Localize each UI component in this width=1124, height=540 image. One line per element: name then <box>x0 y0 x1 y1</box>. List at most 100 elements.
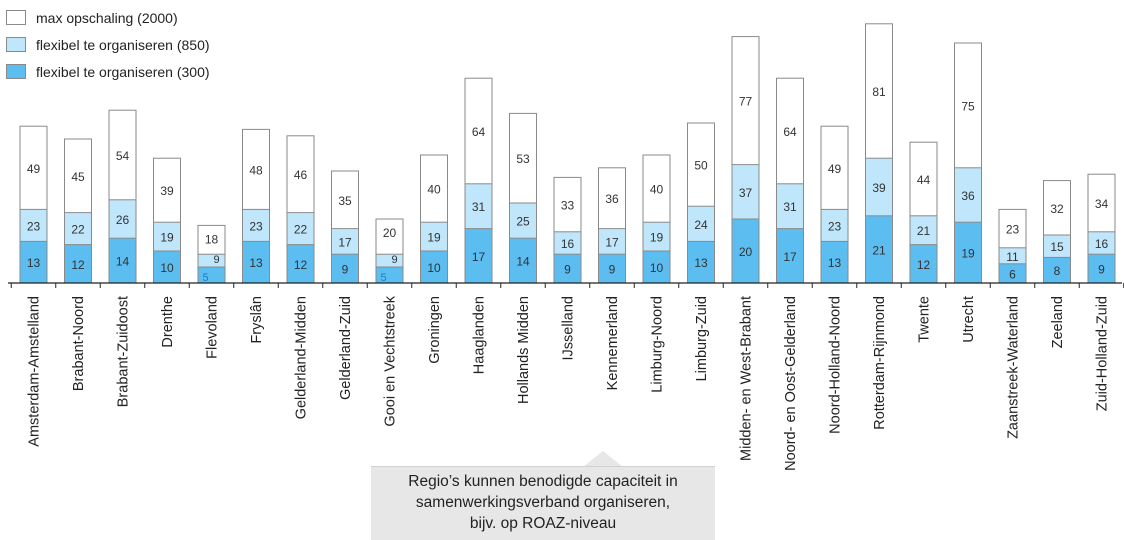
data-label-850: 19 <box>427 231 441 245</box>
data-label-max: 48 <box>249 163 263 177</box>
data-label-300: 20 <box>739 245 753 259</box>
data-label-max: 39 <box>160 184 174 198</box>
data-label-max: 33 <box>561 199 575 213</box>
data-label-850: 22 <box>294 223 308 237</box>
data-label-300: 9 <box>1098 263 1105 277</box>
data-label-300: 17 <box>472 250 486 264</box>
category-tick-label: Haaglanden <box>472 296 488 374</box>
data-label-max: 23 <box>1006 223 1020 237</box>
legend-item-flexibel-300: flexibel te organiseren (300) <box>6 58 210 85</box>
data-label-max: 81 <box>872 85 886 99</box>
data-label-850: 31 <box>472 200 486 214</box>
data-label-850: 16 <box>1095 237 1109 251</box>
data-label-850: 24 <box>694 218 708 232</box>
data-label-max: 49 <box>27 162 41 176</box>
data-label-850: 23 <box>828 219 842 233</box>
data-label-850: 22 <box>71 223 85 237</box>
data-label-300: 8 <box>1054 264 1061 278</box>
category-tick-label: Limburg-Noord <box>650 296 666 393</box>
data-label-850: 16 <box>561 237 575 251</box>
legend-item-flexibel-850: flexibel te organiseren (850) <box>6 31 210 58</box>
data-label-300: 5 <box>380 272 386 284</box>
bar-flexibel-300 <box>331 253 359 284</box>
data-label-300: 12 <box>71 258 85 272</box>
category-tick-label: Gooi en Vechtstreek <box>383 295 399 426</box>
callout-text: Regio’s kunnen benodigde capaciteit in s… <box>371 471 715 534</box>
data-label-max: 77 <box>739 95 753 109</box>
data-label-850: 36 <box>961 189 975 203</box>
data-label-850: 9 <box>391 254 397 266</box>
data-label-300: 14 <box>516 255 530 269</box>
data-label-300: 17 <box>783 250 797 264</box>
category-tick-label: Brabant-Noord <box>71 296 87 391</box>
data-label-300: 12 <box>294 258 308 272</box>
data-label-300: 5 <box>202 272 208 284</box>
callout-pointer <box>583 451 623 467</box>
legend-label: flexibel te organiseren (300) <box>36 63 210 80</box>
bar-flexibel-300 <box>598 253 626 284</box>
callout-box <box>371 466 715 540</box>
category-tick-label: Noord-Holland-Noord <box>828 296 844 434</box>
data-label-300: 10 <box>650 261 664 275</box>
bar-flexibel-300 <box>642 250 671 284</box>
legend-item-max-opschaling: max opschaling (2000) <box>6 4 210 31</box>
bar-flexibel-300 <box>242 240 270 284</box>
legend-swatch <box>6 64 26 79</box>
legend-swatch <box>6 37 26 52</box>
category-tick-label: Hollands Midden <box>516 296 532 404</box>
data-label-850: 37 <box>739 186 753 200</box>
data-label-max: 40 <box>650 183 664 197</box>
data-label-850: 17 <box>605 235 619 249</box>
category-tick-label: Rotterdam-Rijnmond <box>872 296 888 430</box>
bar-flexibel-300 <box>776 228 804 284</box>
data-label-300: 13 <box>249 256 263 270</box>
category-tick-label: Drenthe <box>160 296 176 348</box>
data-label-850: 26 <box>116 213 130 227</box>
data-label-max: 54 <box>116 149 130 163</box>
data-label-max: 49 <box>828 162 842 176</box>
bar-flexibel-300 <box>153 250 181 284</box>
category-tick-label: Noord- en Oost-Gelderland <box>783 296 799 471</box>
bar-flexibel-300 <box>731 218 760 284</box>
data-label-max: 64 <box>783 125 797 139</box>
data-label-300: 10 <box>427 261 441 275</box>
category-tick-label: Groningen <box>427 296 443 364</box>
bar-flexibel-300 <box>1043 256 1071 284</box>
callout: Regio’s kunnen benodigde capaciteit in s… <box>371 451 715 540</box>
data-label-850: 15 <box>1050 240 1064 254</box>
data-label-300: 9 <box>609 263 616 277</box>
data-label-300: 13 <box>694 256 708 270</box>
data-label-max: 50 <box>694 159 708 173</box>
data-label-850: 39 <box>872 181 886 195</box>
data-label-300: 6 <box>1009 267 1016 281</box>
data-label-max: 75 <box>961 99 975 113</box>
bar-flexibel-300 <box>1087 253 1116 284</box>
callout-line: Regio’s kunnen benodigde capaciteit in <box>408 473 678 490</box>
data-label-850: 31 <box>783 200 797 214</box>
data-label-max: 53 <box>516 152 530 166</box>
category-tick-label: Kennemerland <box>605 296 621 390</box>
category-tick-label: Gelderland-Zuid <box>338 296 354 400</box>
category-tick-label: Zuid-Holland-Zuid <box>1095 296 1111 411</box>
data-label-850: 23 <box>27 219 41 233</box>
data-label-850: 21 <box>917 224 931 238</box>
data-label-max: 32 <box>1050 202 1064 216</box>
legend-label: flexibel te organiseren (850) <box>36 36 210 53</box>
data-label-300: 9 <box>564 263 571 277</box>
bar-flexibel-300 <box>64 244 92 284</box>
legend-label: max opschaling (2000) <box>36 9 178 26</box>
data-label-850: 17 <box>338 235 352 249</box>
category-tick-label: Gelderland-Midden <box>294 296 310 419</box>
bar-flexibel-300 <box>420 250 448 284</box>
category-tick-label: Limburg-Zuid <box>694 296 710 381</box>
data-label-max: 44 <box>917 173 931 187</box>
callout-line: samenwerkingsverband organiseren, <box>415 494 671 511</box>
data-label-max: 35 <box>338 194 352 208</box>
category-tick-label: IJsselland <box>561 296 577 360</box>
category-tick-label: Brabant-Zuidoost <box>116 296 132 407</box>
category-tick-label: Amsterdam-Amstelland <box>27 296 43 447</box>
legend-swatch <box>6 10 26 25</box>
data-label-300: 12 <box>917 258 931 272</box>
bar-flexibel-300 <box>464 228 493 284</box>
